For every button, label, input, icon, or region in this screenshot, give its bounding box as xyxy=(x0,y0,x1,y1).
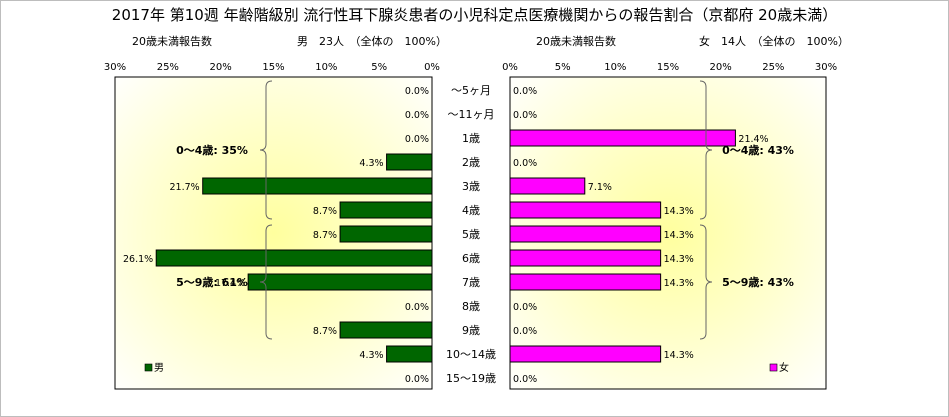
female-data-label: 0.0% xyxy=(513,374,537,385)
age-category-label: 2歳 xyxy=(462,156,480,169)
male-bar xyxy=(339,321,433,339)
male-bar xyxy=(386,345,433,363)
age-category-label: 4歳 xyxy=(462,204,480,217)
female-bar xyxy=(509,129,736,147)
female-data-label: 0.0% xyxy=(513,158,537,169)
male-axis-tick: 30% xyxy=(104,62,126,73)
female-axis-tick: 5% xyxy=(555,62,571,73)
male-bars xyxy=(155,153,433,363)
male-data-label: 0.0% xyxy=(405,302,429,313)
axis-ticks: 0% 0% 5% 5% 10% 10% 15% 15% 20% 20% 25% 25% 30% 30% xyxy=(104,62,837,73)
male-axis-tick: 10% xyxy=(315,62,337,73)
age-category-label: 10～14歳 xyxy=(446,348,496,361)
age-category-label: 3歳 xyxy=(462,180,480,193)
male-data-label: 0.0% xyxy=(405,110,429,121)
male-data-label: 0.0% xyxy=(405,86,429,97)
female-data-label: 14.3% xyxy=(664,254,694,265)
male-subtitle-right: 男 23人 （全体の 100%） xyxy=(297,34,447,48)
male-data-label: 8.7% xyxy=(313,206,337,217)
age-category-label: ～5ヶ月 xyxy=(451,84,491,97)
female-data-label: 0.0% xyxy=(513,110,537,121)
female-bar xyxy=(509,273,662,291)
female-subtitle-left: 20歳未満報告数 xyxy=(536,35,616,48)
male-axis-tick: 25% xyxy=(157,62,179,73)
male-axis-tick: 20% xyxy=(210,62,232,73)
female-bar xyxy=(509,249,662,267)
male-data-label: 26.1% xyxy=(123,254,153,265)
female-legend: 女 xyxy=(769,361,789,374)
age-category-label: 15～19歳 xyxy=(446,372,496,385)
age-category-label: 6歳 xyxy=(462,252,480,265)
female-data-label: 14.3% xyxy=(664,278,694,289)
female-subtitle-right: 女 14人 （全体の 100%） xyxy=(699,34,849,48)
female-data-label: 0.0% xyxy=(513,86,537,97)
female-bars xyxy=(509,129,736,363)
female-group-label: 0～4歳: 43% xyxy=(722,143,794,157)
male-subtitle-left: 20歳未満報告数 xyxy=(132,35,212,48)
female-data-labels: 0.0% 0.0% 21.4% 0.0% 7.1% 14.3% 14.3% 14.3% 14.3… xyxy=(513,86,769,385)
female-data-label: 14.3% xyxy=(664,206,694,217)
male-data-label: 21.7% xyxy=(170,182,200,193)
female-bar xyxy=(509,201,662,219)
female-data-label: 0.0% xyxy=(513,302,537,313)
male-bar xyxy=(386,153,433,171)
male-data-label: 17.4% xyxy=(215,278,245,289)
chart-title: 2017年 第10週 年齢階級別 流行性耳下腺炎患者の小児科定点医療機関からの報… xyxy=(112,6,837,24)
female-data-label: 14.3% xyxy=(664,230,694,241)
female-data-label: 7.1% xyxy=(588,182,612,193)
male-bar xyxy=(339,225,433,243)
male-legend-swatch xyxy=(144,363,153,372)
male-data-label: 8.7% xyxy=(313,230,337,241)
age-category-label: 5歳 xyxy=(462,228,480,241)
female-axis-tick: 15% xyxy=(657,62,679,73)
male-bar xyxy=(247,273,433,291)
female-group-label: 5～9歳: 43% xyxy=(722,275,794,289)
female-bar xyxy=(509,345,662,363)
male-axis-tick: 0% xyxy=(424,62,440,73)
age-category-label: 7歳 xyxy=(462,276,480,289)
male-legend-label: 男 xyxy=(154,362,164,374)
female-data-label: 0.0% xyxy=(513,326,537,337)
category-labels: ～5ヶ月 ～11ヶ月 1歳 2歳 3歳 4歳 5歳 6歳 7歳 8歳 9歳 10～14歳 15～19歳 xyxy=(446,84,496,385)
male-data-label: 8.7% xyxy=(313,326,337,337)
male-bar xyxy=(202,177,433,195)
female-bar xyxy=(509,225,662,243)
age-category-label: ～11ヶ月 xyxy=(448,108,495,121)
age-category-label: 8歳 xyxy=(462,300,480,313)
male-data-labels: 0.0% 0.0% 0.0% 4.3% 21.7% 8.7% 8.7% 26.1% 17.4% 0… xyxy=(123,86,429,385)
female-bar xyxy=(509,177,586,195)
female-group-brace xyxy=(699,224,713,340)
female-data-label: 21.4% xyxy=(738,134,768,145)
female-axis-tick: 20% xyxy=(710,62,732,73)
age-category-label: 9歳 xyxy=(462,324,480,337)
male-data-label: 4.3% xyxy=(359,158,383,169)
male-axis-tick: 15% xyxy=(262,62,284,73)
age-category-label: 1歳 xyxy=(462,132,480,145)
male-data-label: 0.0% xyxy=(405,374,429,385)
female-legend-swatch xyxy=(769,363,778,372)
female-axis-tick: 25% xyxy=(762,62,784,73)
male-group-brace xyxy=(259,80,273,220)
male-group-label: 0～4歳: 35% xyxy=(176,143,248,157)
male-data-label: 0.0% xyxy=(405,134,429,145)
male-group-label: 5～9歳: 61% xyxy=(176,275,248,289)
female-axis-tick: 10% xyxy=(604,62,626,73)
female-axis-tick: 30% xyxy=(815,62,837,73)
group-braces: 0～4歳: 35% 5～9歳: 61% 0～4歳: 43% 5～9歳: 43% xyxy=(176,80,794,340)
female-axis-tick: 0% xyxy=(502,62,518,73)
female-legend-label: 女 xyxy=(779,361,789,374)
male-group-brace xyxy=(259,224,273,340)
female-data-label: 14.3% xyxy=(664,350,694,361)
female-group-brace xyxy=(699,80,713,220)
male-legend: 男 xyxy=(144,362,164,374)
male-bar xyxy=(155,249,433,267)
male-axis-tick: 5% xyxy=(371,62,387,73)
male-bar xyxy=(339,201,433,219)
male-data-label: 4.3% xyxy=(359,350,383,361)
